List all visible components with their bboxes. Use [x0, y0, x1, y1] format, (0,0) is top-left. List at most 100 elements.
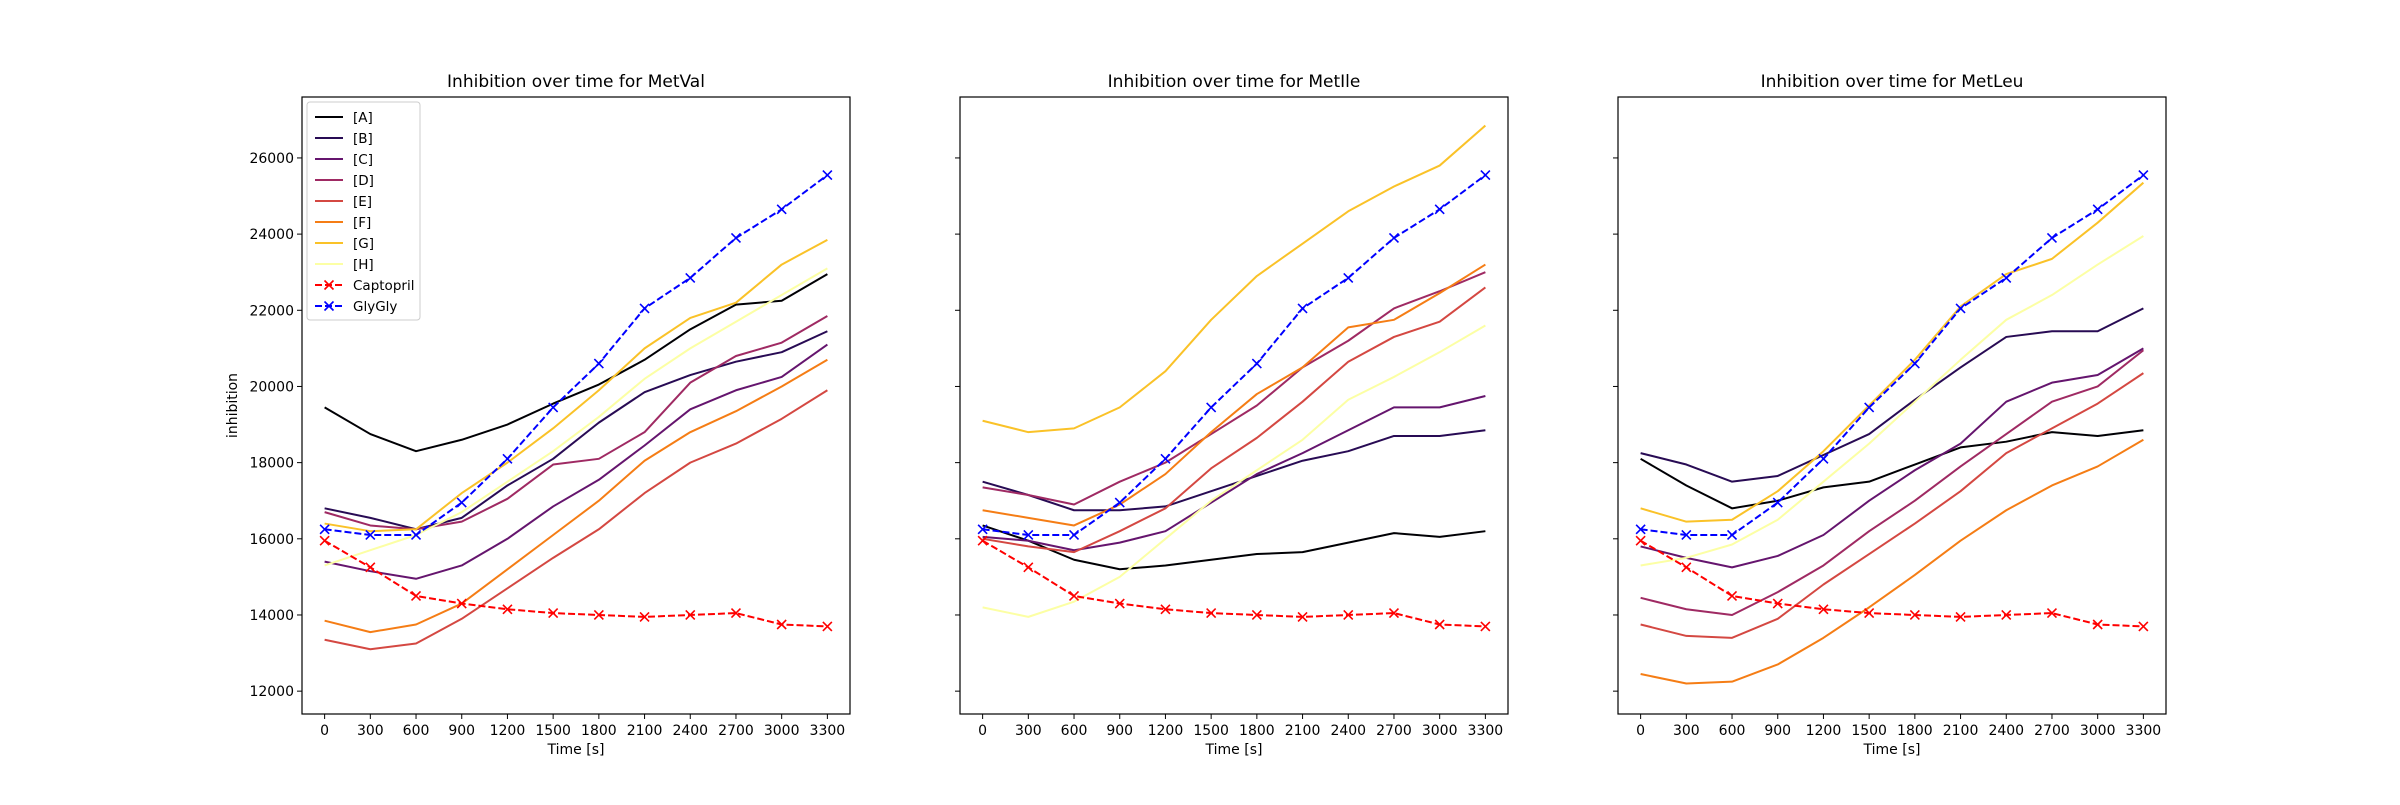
- data-point-marker: [1955, 303, 1966, 314]
- data-point-marker: [1635, 535, 1646, 546]
- x-tick-label: 2400: [672, 723, 708, 739]
- data-point-marker: [977, 524, 988, 535]
- data-point-marker: [822, 621, 833, 632]
- data-point-marker: [456, 598, 467, 609]
- x-tick-label: 1800: [1897, 723, 1933, 739]
- data-point-marker: [593, 358, 604, 369]
- data-point-marker: [2001, 272, 2012, 283]
- series-line-h: [324, 267, 828, 567]
- series-line-c: [982, 395, 1486, 552]
- series-line-f: [1640, 438, 2144, 685]
- series-line-g: [1640, 181, 2145, 523]
- data-point-marker: [365, 562, 376, 573]
- x-axis-label: Time [s]: [1863, 742, 1921, 758]
- data-point-marker: [685, 272, 696, 283]
- series-line-g: [982, 124, 1487, 434]
- data-point-marker: [365, 529, 376, 541]
- series-line-d: [982, 271, 1486, 506]
- x-tick-label: 1500: [535, 723, 571, 739]
- x-tick-label: 2100: [627, 723, 663, 739]
- legend-marker: [323, 300, 335, 312]
- chart-panel-metile: Inhibition over time for MetIle Time [s]…: [955, 72, 1509, 758]
- data-point-marker: [1434, 619, 1445, 630]
- series-group: [1635, 170, 2149, 685]
- series-line-captopril: [324, 539, 828, 628]
- series-line-a: [1640, 429, 2144, 510]
- series-group: [319, 170, 833, 651]
- x-axis-label: Time [s]: [547, 742, 605, 758]
- data-point-marker: [1388, 232, 1400, 243]
- series-line-captopril: [1640, 539, 2144, 628]
- data-point-marker: [730, 232, 742, 243]
- data-point-marker: [1343, 609, 1354, 621]
- y-tick-label: 18000: [249, 456, 294, 472]
- data-point-marker: [1206, 608, 1217, 619]
- chart-panel-metleu: Inhibition over time for MetLeu Time [s]…: [1613, 72, 2167, 758]
- data-point-marker: [502, 453, 513, 464]
- data-point-marker: [776, 619, 787, 630]
- data-point-marker: [1388, 608, 1400, 619]
- x-tick-label: 3300: [2126, 723, 2162, 739]
- data-point-marker: [1114, 497, 1125, 508]
- data-point-marker: [1726, 529, 1738, 541]
- data-point-marker: [2138, 170, 2149, 181]
- data-point-marker: [1114, 598, 1125, 609]
- series-line-b: [1640, 307, 2144, 483]
- y-tick-label: 20000: [249, 379, 294, 395]
- data-point-marker: [2138, 621, 2149, 632]
- series-line-e: [1640, 372, 2144, 639]
- data-point-marker: [1206, 402, 1217, 413]
- data-point-marker: [639, 611, 650, 622]
- data-point-marker: [1251, 358, 1262, 369]
- x-tick-label: 2700: [718, 723, 754, 739]
- data-point-marker: [1068, 529, 1080, 541]
- x-tick-label: 3300: [1468, 723, 1504, 739]
- x-tick-label: 3000: [764, 723, 800, 739]
- x-tick-label: 0: [1636, 723, 1645, 739]
- chart-panel-metval: Inhibition over time for MetVal Time [s]…: [225, 72, 851, 758]
- data-point-marker: [2046, 608, 2058, 619]
- series-line-e: [324, 389, 828, 651]
- data-point-marker: [1068, 590, 1080, 601]
- data-point-marker: [593, 609, 604, 621]
- series-line-glygly: [324, 174, 828, 536]
- x-tick-label: 1800: [581, 723, 617, 739]
- legend-label: [B]: [353, 131, 373, 147]
- x-tick-label: 2700: [2034, 723, 2070, 739]
- x-tick-label: 2400: [1988, 723, 2024, 739]
- data-point-marker: [319, 524, 330, 535]
- series-line-glygly: [982, 174, 1486, 536]
- data-point-marker: [1909, 609, 1920, 621]
- y-tick-label: 22000: [249, 303, 294, 319]
- x-tick-label: 1800: [1239, 723, 1275, 739]
- legend-label: Captopril: [353, 278, 414, 294]
- data-point-marker: [1297, 611, 1308, 622]
- data-point-marker: [1681, 529, 1692, 541]
- data-point-marker: [1818, 604, 1829, 615]
- data-point-marker: [1864, 402, 1875, 413]
- x-tick-label: 2400: [1330, 723, 1366, 739]
- data-point-marker: [2092, 204, 2103, 215]
- data-point-marker: [1480, 621, 1491, 632]
- plot-frame: [959, 96, 1509, 715]
- data-point-marker: [639, 303, 650, 314]
- chart-title: Inhibition over time for MetVal: [447, 72, 705, 92]
- data-point-marker: [502, 604, 513, 615]
- data-point-marker: [1772, 497, 1783, 508]
- data-point-marker: [2092, 619, 2103, 630]
- data-point-marker: [2001, 609, 2012, 621]
- x-tick-label: 300: [1015, 723, 1042, 739]
- series-line-d: [1640, 349, 2145, 616]
- x-tick-label: 3000: [1422, 723, 1458, 739]
- series-line-b: [982, 429, 1486, 512]
- data-point-marker: [730, 608, 742, 619]
- series-line-e: [982, 286, 1486, 554]
- x-tick-label: 900: [1106, 723, 1133, 739]
- legend-label: [E]: [353, 194, 372, 210]
- legend-label: [G]: [353, 236, 374, 252]
- data-point-marker: [1297, 303, 1308, 314]
- x-tick-label: 900: [448, 723, 475, 739]
- y-tick-label: 12000: [249, 684, 294, 700]
